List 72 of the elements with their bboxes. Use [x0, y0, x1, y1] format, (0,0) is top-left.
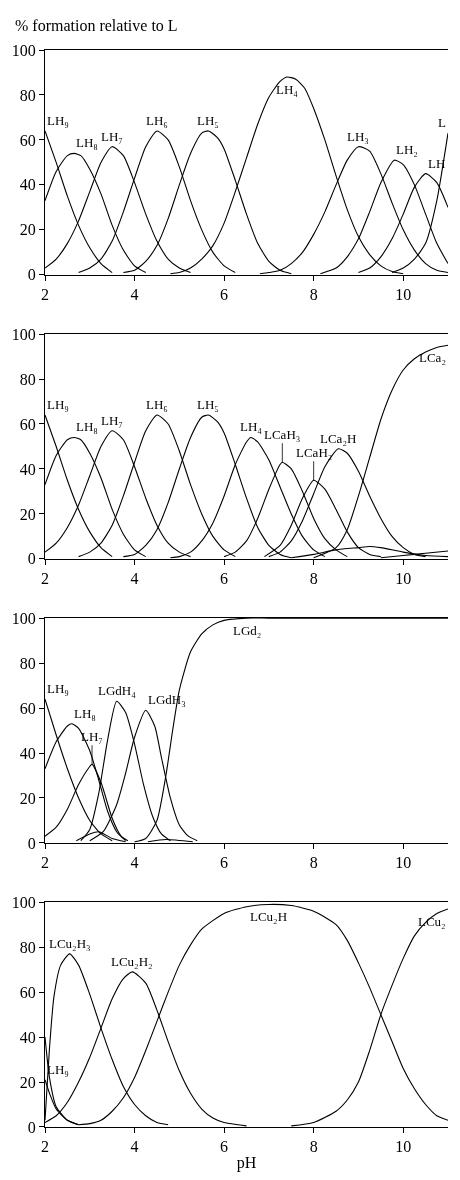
series-label: LH₉ — [47, 681, 69, 696]
x-tick-label: 8 — [309, 1138, 318, 1156]
x-tick-label: 6 — [220, 1138, 229, 1156]
x-tick-label: 10 — [395, 854, 412, 872]
series-label: LH₅ — [197, 113, 219, 128]
x-tick-label: 4 — [130, 1138, 139, 1156]
y-tick-label: 80 — [19, 86, 36, 104]
x-tick-label: 4 — [130, 854, 139, 872]
x-tick-label: 10 — [395, 286, 412, 304]
x-tick-label: 8 — [309, 570, 318, 588]
series-label: LH₆ — [146, 397, 168, 412]
series-label: LH₉ — [47, 397, 69, 412]
series-label: LGdH₄ — [98, 683, 137, 698]
x-tick-label: 8 — [309, 286, 318, 304]
x-tick-label: 4 — [130, 286, 139, 304]
y-axis-title: % formation relative to L — [15, 17, 178, 34]
series-label: LH₂ — [396, 142, 418, 157]
series-label: LH₄ — [276, 82, 299, 97]
y-tick-label: 60 — [19, 699, 36, 717]
y-tick-label: 80 — [19, 654, 36, 672]
series-label: LCu₂H₂ — [111, 954, 153, 969]
x-axis-title: pH — [236, 1153, 257, 1172]
y-tick-label: 100 — [11, 41, 36, 59]
y-tick-label: 40 — [19, 460, 36, 478]
y-tick-label: 60 — [19, 415, 36, 433]
y-tick-label: 20 — [19, 221, 36, 239]
series-label: LH₆ — [146, 113, 168, 128]
x-tick-label: 4 — [130, 570, 139, 588]
y-tick-label: 60 — [19, 983, 36, 1001]
text: LCaH₃ — [264, 427, 301, 442]
series-label: LH₅ — [197, 397, 219, 412]
x-tick-label: 10 — [395, 570, 412, 588]
y-tick-label: 20 — [19, 1073, 36, 1091]
series-label: LCa₂H — [320, 431, 357, 446]
series-label: LH₇ — [101, 413, 123, 428]
series-label: LGd₂ — [233, 623, 262, 638]
x-tick-label: 6 — [220, 286, 229, 304]
y-tick-label: 100 — [11, 325, 36, 343]
x-tick-label: 8 — [309, 854, 318, 872]
y-tick-label: 40 — [19, 744, 36, 762]
series-label: LCu₂H₃ — [49, 936, 91, 951]
y-tick-label: 100 — [11, 609, 36, 627]
y-tick-label: 40 — [19, 176, 36, 194]
series-label: LH₈ — [76, 419, 98, 434]
y-tick-label: 80 — [19, 938, 36, 956]
x-tick-label: 10 — [395, 1138, 412, 1156]
y-tick-label: 100 — [11, 893, 36, 911]
series-label: LCa₂ — [419, 350, 446, 365]
y-tick-label: 0 — [27, 1118, 36, 1136]
x-tick-label: 6 — [220, 854, 229, 872]
x-tick-label: 2 — [41, 570, 49, 588]
series-label: LH₈ — [74, 706, 96, 721]
y-tick-label: 0 — [27, 834, 36, 852]
x-tick-label: 2 — [41, 854, 49, 872]
y-tick-label: 20 — [19, 505, 36, 523]
y-tick-label: 20 — [19, 789, 36, 807]
series-label: LH₉ — [47, 113, 69, 128]
y-tick-label: 40 — [19, 1028, 36, 1046]
series-label: LH₈ — [76, 135, 98, 150]
text: LCaH₂ — [296, 445, 333, 460]
y-tick-label: 80 — [19, 370, 36, 388]
x-tick-label: 6 — [220, 570, 229, 588]
y-tick-label: 60 — [19, 131, 36, 149]
series-label: LH₇ — [101, 129, 123, 144]
x-tick-label: 2 — [41, 286, 49, 304]
y-tick-label: 0 — [27, 550, 36, 568]
series-label: LH₄ — [240, 419, 263, 434]
series-label: LCu₂H — [250, 909, 288, 924]
series-label: L — [438, 115, 446, 130]
x-tick-label: 2 — [41, 1138, 49, 1156]
y-tick-label: 0 — [27, 266, 36, 284]
series-label: LH₃ — [347, 129, 369, 144]
